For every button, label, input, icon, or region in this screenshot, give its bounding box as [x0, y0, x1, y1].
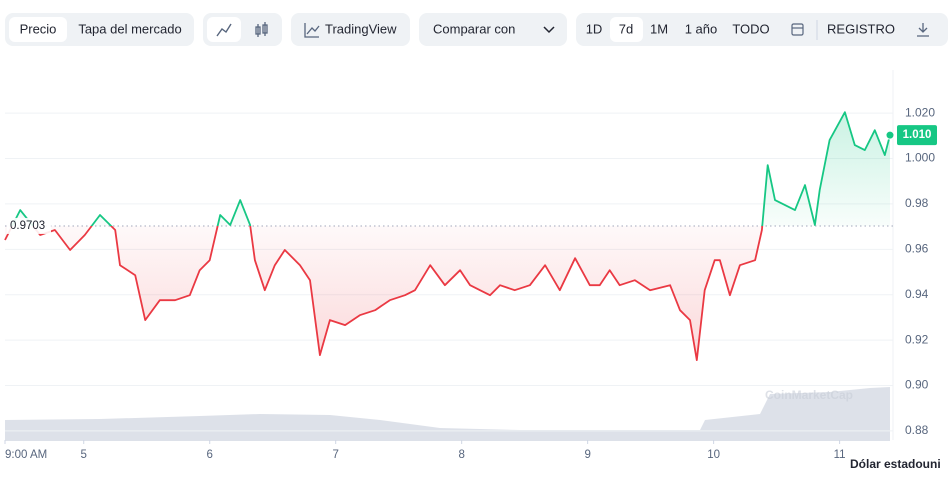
x-tick-label: 6 [207, 449, 213, 461]
line-button[interactable] [207, 17, 241, 42]
price-area [5, 112, 890, 361]
tv-icon [304, 23, 320, 38]
x-tick-label: 7 [332, 449, 338, 461]
line-icon [216, 23, 232, 37]
y-tick-label: 1.000 [905, 151, 935, 165]
watermark: CoinMarketCap [765, 388, 853, 402]
chevron [543, 26, 555, 34]
y-tick-label: 0.98 [905, 196, 929, 210]
range[interactable]: 1M [650, 21, 668, 36]
candle-icon[interactable] [255, 22, 268, 37]
y-axis-title: Dólar estadouni [850, 457, 941, 471]
compare-select[interactable] [419, 13, 567, 46]
range[interactable]: TODO [732, 21, 769, 36]
tab[interactable]: Precio [20, 21, 57, 36]
range[interactable]: 7d [619, 21, 633, 36]
last-point [885, 130, 895, 140]
toolbar: Precio Tapa del mercado TradingView Comp… [5, 13, 948, 46]
x-tick-label: 5 [81, 449, 87, 461]
range[interactable]: 1D [586, 21, 603, 36]
volume-area [5, 387, 890, 441]
y-tick-label: 0.96 [905, 241, 929, 255]
range[interactable]: 1 año [685, 21, 718, 36]
x-tick-label: 8 [458, 449, 464, 461]
download-icon[interactable] [917, 23, 929, 37]
log-button[interactable]: REGISTRO [827, 21, 895, 36]
y-tick-label: 0.88 [905, 423, 929, 437]
active-tab [9, 17, 67, 42]
y-tick-label: 0.90 [905, 378, 929, 392]
tab[interactable]: Tapa del mercado [78, 21, 181, 36]
y-tick-label: 1.020 [905, 105, 935, 119]
calendar-icon[interactable] [791, 23, 804, 36]
baseline-label-bg [7, 217, 51, 234]
tradingview-button[interactable] [291, 13, 410, 46]
price-tag-label: 1.010 [903, 129, 932, 141]
x-tick-label: 9 [584, 449, 590, 461]
x-tick-label: 10 [707, 449, 720, 461]
active-range [610, 17, 643, 42]
y-tick-label: 0.92 [905, 332, 929, 346]
tradingview-label[interactable]: TradingView [325, 21, 397, 36]
baseline-label: 0.9703 [10, 220, 45, 232]
x-tick-label: 11 [834, 449, 846, 461]
y-tick-label: 0.94 [905, 287, 929, 301]
price-line [4, 111, 891, 361]
compare-label[interactable]: Comparar con [433, 21, 515, 36]
price-tag [897, 125, 937, 146]
x-tick-label: 9:00 AM [5, 449, 47, 461]
range-group [576, 13, 948, 46]
